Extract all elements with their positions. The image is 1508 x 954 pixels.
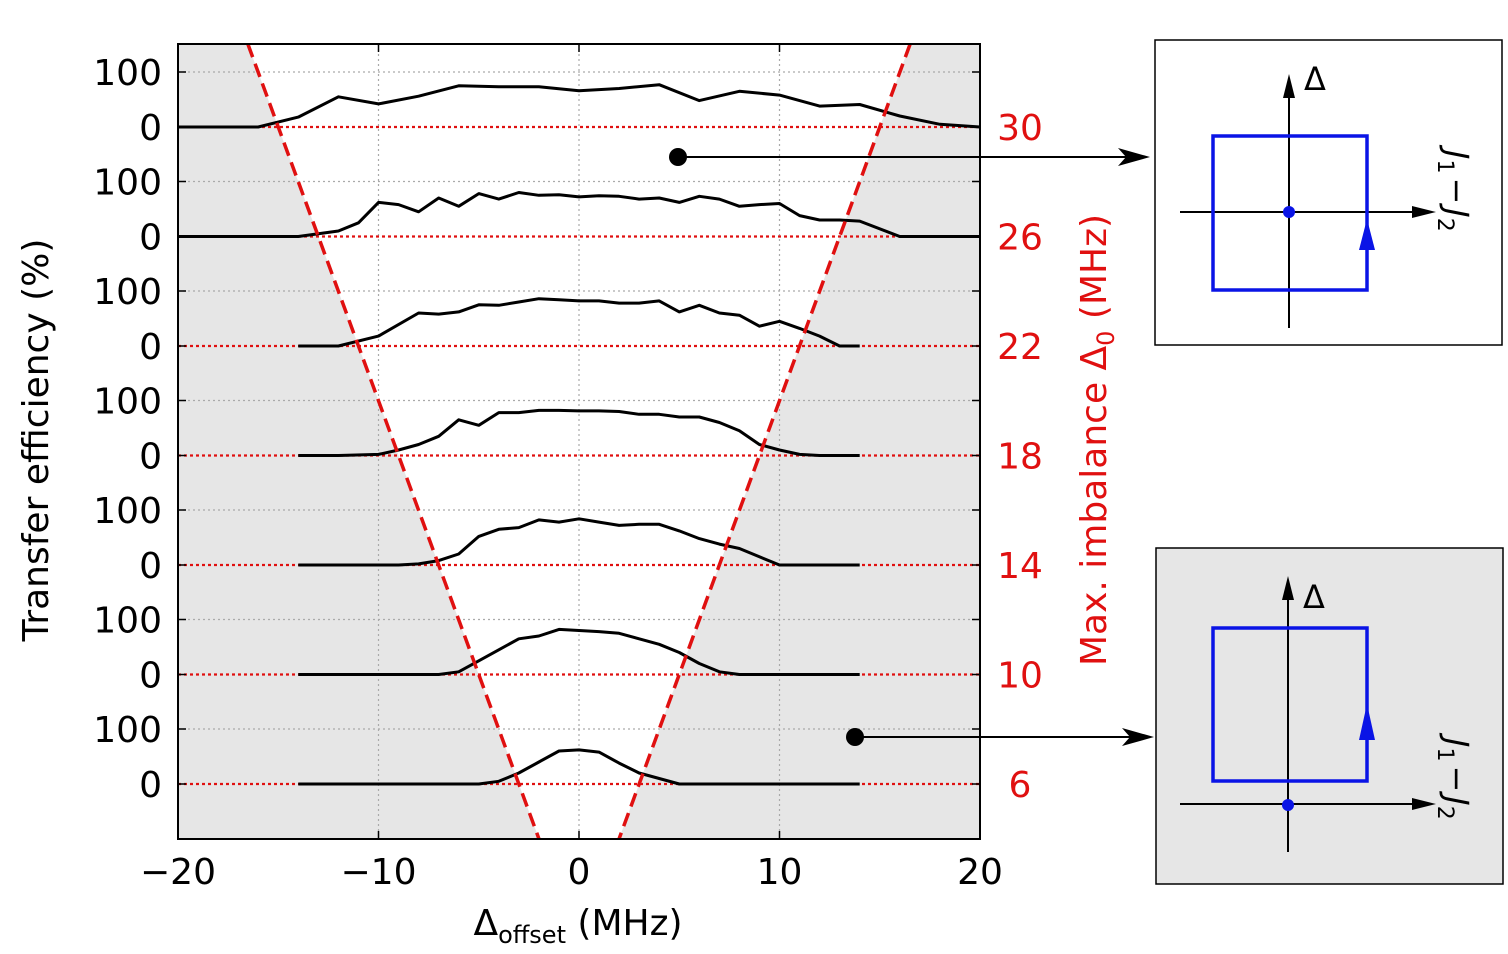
inset-bottom-h-minus: − [1438,765,1476,792]
y-right-label-sub: 0 [1092,331,1120,346]
y-tick-labels-left: 0 100 0 100 0 100 0 100 0 100 0 100 0 100 [93,53,162,806]
main-plot: −20 −10 0 10 20 0100010001000100010001000100… [93,43,1043,893]
inset-top-loop [1211,134,1369,292]
curves [178,83,981,786]
x-label-sub: offset [498,921,566,949]
arrowhead-bottom-icon [1122,728,1154,746]
y-axis-right-label: Max. imbalance Δ0 (MHz) [1074,214,1120,666]
y-tick-label-0: 0 [139,656,162,697]
inset-top-delta-label: Δ [1304,60,1326,98]
y-tick-label-100: 100 [93,601,162,642]
cone-boundary [246,43,912,840]
inset-bottom-right-arrow-icon [1412,798,1436,810]
inset-bottom-h-sub1: 1 [1432,747,1457,761]
y-right-tick-label: 26 [997,218,1043,259]
inset-top: Δ J1−J2 [1154,39,1503,346]
x-tick-label: 20 [957,852,1003,893]
curve-delta0-26 [178,191,980,238]
inset-bottom-delta-label: Δ [1303,578,1325,616]
curve-delta0-10 [298,627,860,676]
y-tick-label-0: 0 [139,546,162,587]
x-tick-labels: −20 −10 0 10 20 [140,852,1003,893]
y-tick-label-100: 100 [93,272,162,313]
curve-delta0-6 [298,748,860,786]
y-right-tick-label: 14 [997,546,1043,587]
white-cone-region [247,44,911,839]
curve-delta0-14 [298,517,860,567]
inset-bottom-h-sub2: 2 [1432,806,1457,820]
inset-top-h-sub1: 1 [1432,159,1457,173]
y-axis-label: Transfer efficiency (%) [16,239,57,643]
inset-bottom-loop-arrow-icon [1359,704,1375,740]
boundary-left [246,43,541,840]
y-tick-label-100: 100 [93,710,162,751]
y-right-tick-label: 18 [997,437,1043,478]
y-tick-label-100: 100 [93,491,162,532]
y-tick-label-0: 0 [139,765,162,806]
pointer-top [669,148,1150,166]
y-tick-label-0: 0 [139,437,162,478]
y-right-tick-label: 30 [997,108,1043,149]
y-right-tick-label: 22 [997,327,1043,368]
y-tick-label-0: 0 [139,218,162,259]
boundary-right [617,43,912,840]
y-tick-label-100: 100 [93,53,162,94]
inset-top-h-sub2: 2 [1432,218,1457,232]
y-tick-label-0: 0 [139,108,162,149]
x-tick-label: −20 [140,852,216,893]
arrowhead-top-icon [1118,148,1150,166]
inset-top-h-minus: − [1438,177,1476,204]
curve-delta0-22 [298,297,860,348]
y-tick-label-100: 100 [93,163,162,204]
y-tick-label-100: 100 [93,382,162,423]
curve-delta0-30 [178,83,981,129]
y-right-label-main: Max. imbalance Δ [1074,345,1115,666]
y-tick-label-0: 0 [139,327,162,368]
y-right-tick-label: 10 [997,656,1043,697]
ticks [177,44,981,839]
x-tick-label: 0 [568,852,591,893]
x-label-unit: (MHz) [566,903,683,944]
grid [178,44,980,839]
y-tick-labels-right: 30 26 22 18 14 10 6 [997,108,1043,806]
x-label-main: Δ [473,903,498,944]
inset-top-up-arrow-icon [1283,74,1295,98]
inset-bottom-frame [1155,547,1504,885]
x-tick-label: −10 [341,852,417,893]
inset-top-loop-arrow-icon [1359,219,1375,250]
y-right-tick-label: 6 [1009,765,1032,806]
pointer-bottom [846,728,1154,746]
inset-top-dot [1283,206,1295,218]
inset-bottom: Δ J1−J2 [1155,547,1504,885]
inset-top-right-arrow-icon [1412,206,1436,218]
inset-bottom-dot [1282,799,1294,811]
inset-bottom-up-arrow-icon [1282,576,1294,600]
y-right-label-unit: (MHz) [1074,214,1115,331]
curve-delta0-18 [298,408,860,457]
x-axis-label: Δoffset (MHz) [473,903,682,949]
x-tick-label: 10 [757,852,803,893]
